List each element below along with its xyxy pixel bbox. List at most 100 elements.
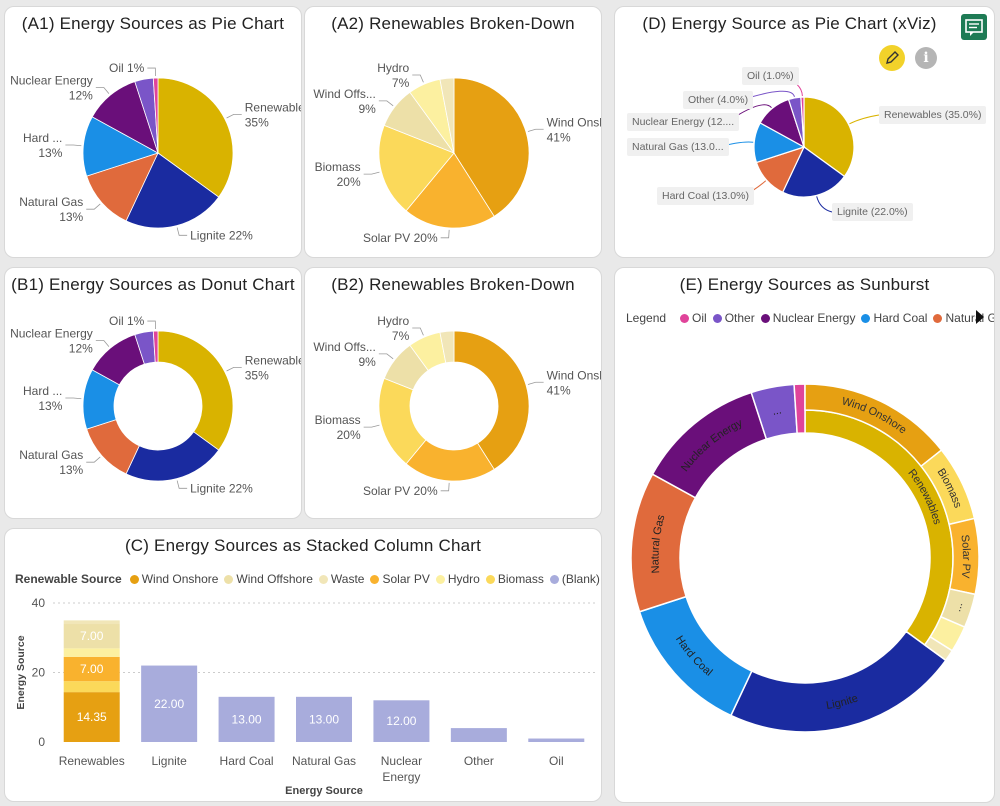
slice-label-hydro: Hydro: [377, 61, 409, 75]
bar-renewables-wind-offshore[interactable]: [63, 624, 120, 649]
legend-label: Wind Offshore: [236, 572, 313, 586]
bar-renewables-biomass[interactable]: [63, 681, 120, 693]
legend-item-solar-pv[interactable]: Solar PV: [370, 572, 430, 586]
slice-label-oil: Oil 1%: [109, 314, 145, 328]
legend-swatch: [435, 574, 445, 584]
info-icon[interactable]: i: [915, 47, 937, 69]
comment-icon[interactable]: [961, 14, 987, 40]
legend-item-blank[interactable]: (Blank): [549, 572, 600, 586]
bar-renewables-solar-pv[interactable]: [63, 656, 120, 682]
panel-e: (E) Energy Sources as Sunburst Legend Oil…: [614, 267, 995, 803]
tag-other: Other (4.0%): [683, 91, 754, 109]
leader-line-lignite: [816, 196, 833, 213]
panel-title: (B1) Energy Sources as Donut Chart: [11, 275, 295, 294]
legend-swatch: [224, 574, 234, 584]
slice-label-biomass: Biomass: [315, 413, 361, 427]
legend-item-oil[interactable]: Oil: [680, 311, 707, 325]
slice-hard-coal[interactable]: [82, 116, 160, 177]
pencil-icon[interactable]: [879, 45, 905, 71]
slice-wind-onshore[interactable]: [453, 330, 530, 470]
x-axis-title: Energy Source: [285, 785, 363, 797]
segment-waste[interactable]: [923, 635, 954, 662]
slice-solar-pv[interactable]: [405, 152, 495, 229]
leader-line-nuclear-energy: [95, 87, 110, 94]
bar-natural-gas-blank[interactable]: [296, 696, 352, 742]
slice-waste[interactable]: [439, 77, 455, 154]
stacked-column-chart: 0 20 40 Energy Source Energy Source 14.35 7.00…: [15, 596, 595, 797]
slice-waste[interactable]: [439, 330, 455, 364]
segment-lignite[interactable]: [729, 630, 947, 733]
bar-renewables-waste[interactable]: [63, 620, 120, 625]
slice-label-natural-gas: Natural Gas: [19, 448, 83, 462]
slice-renewables[interactable]: [157, 77, 234, 198]
slice-label-nuclear-energy: Nuclear Energy: [10, 327, 93, 341]
y-tick-label: 20: [32, 666, 46, 680]
legend-label: Waste: [330, 572, 365, 586]
panel-b1: (B1) Energy Sources as Donut Chart Renew…: [4, 267, 302, 519]
legend-item-wind-offshore[interactable]: Wind Offshore: [224, 572, 313, 586]
slice-natural-gas[interactable]: [86, 152, 159, 222]
legend-swatch: [760, 313, 770, 323]
legend-label: Other: [724, 311, 755, 325]
slice-percent-hydro: 7%: [392, 329, 410, 343]
legend-item-hard-coal[interactable]: Hard Coal: [861, 311, 927, 325]
leader-line-wind-onshore: [527, 128, 544, 132]
legend-label: Biomass: [497, 572, 544, 586]
bar-renewables-wind-onshore[interactable]: [63, 692, 120, 742]
slice-label-hydro: Hydro: [377, 314, 409, 328]
slice-biomass[interactable]: [378, 124, 455, 212]
panel-title: (A1) Energy Sources as Pie Chart: [21, 14, 285, 33]
tag-natural-gas: Hard Coal (13.0%): [657, 187, 754, 205]
panel-d: (D) Energy Source as Pie Chart (xViz) i …: [614, 6, 995, 258]
slice-label-biomass: Biomass: [315, 160, 361, 174]
bar-oil-blank[interactable]: [528, 738, 585, 742]
legend-title: Renewable Source: [15, 572, 122, 586]
slice-oil[interactable]: [152, 330, 159, 363]
chart-legend: Renewable Source Wind Onshore Wind Offshor…: [15, 572, 601, 586]
segment-natural-gas[interactable]: [630, 473, 697, 613]
panel-title: (B2) Renewables Broken-Down: [331, 275, 575, 294]
legend-item-nuclear-energy[interactable]: Nuclear Energy: [760, 311, 855, 325]
x-tick-label: Oil: [549, 754, 564, 768]
leader-line-wind-offshore: [378, 100, 394, 107]
slice-renewables[interactable]: [803, 96, 855, 178]
slice-label-hard-coal: Hard ...: [23, 384, 62, 398]
panel-title: (E) Energy Sources as Sunburst: [679, 275, 930, 294]
x-tick-label: Other: [464, 754, 494, 768]
slice-percent-hard-coal: 13%: [38, 146, 62, 160]
bar-other-blank[interactable]: [450, 728, 507, 742]
bar-nuclear-energy-blank[interactable]: [373, 700, 430, 742]
pencil-glyph: [886, 51, 899, 64]
leader-line-hard-coal: [65, 397, 82, 400]
slice-label-solar-pv: Solar PV 20%: [363, 484, 438, 498]
slice-renewables[interactable]: [157, 330, 234, 451]
panel-c: (C) Energy Sources as Stacked Column Cha…: [4, 528, 602, 802]
tag-oil: Oil (1.0%): [742, 67, 799, 85]
legend-item-hydro[interactable]: Hydro: [435, 572, 480, 586]
slice-oil[interactable]: [152, 77, 159, 154]
panel-b2: (B2) Renewables Broken-Down Wind Onsh...…: [304, 267, 602, 519]
legend-next-arrow[interactable]: [976, 310, 984, 324]
slice-oil[interactable]: [800, 96, 805, 148]
slice-percent-nuclear-energy: 12%: [69, 89, 93, 103]
legend-item-waste[interactable]: Waste: [318, 572, 365, 586]
leader-line-wind-offshore: [378, 353, 394, 360]
bar-hard-coal-blank[interactable]: [218, 696, 275, 742]
slice-wind-onshore[interactable]: [453, 77, 530, 217]
bar-renewables-hydro[interactable]: [63, 648, 120, 657]
legend-label: Wind Onshore: [141, 572, 219, 586]
x-tick-label: Natural Gas: [292, 754, 356, 768]
bar-lignite-blank[interactable]: [141, 665, 198, 742]
x-tick-label: Lignite: [151, 754, 187, 768]
leader-line-biomass: [363, 171, 380, 175]
legend-item-wind-onshore[interactable]: Wind Onshore: [129, 572, 219, 586]
slice-label-wind-onshore: Wind Onsh...: [547, 368, 602, 382]
legend-item-biomass[interactable]: Biomass: [485, 572, 544, 586]
leader-line-renewables: [226, 367, 242, 372]
segment-oil[interactable]: [793, 383, 806, 435]
legend-item-other[interactable]: Other: [712, 311, 755, 325]
